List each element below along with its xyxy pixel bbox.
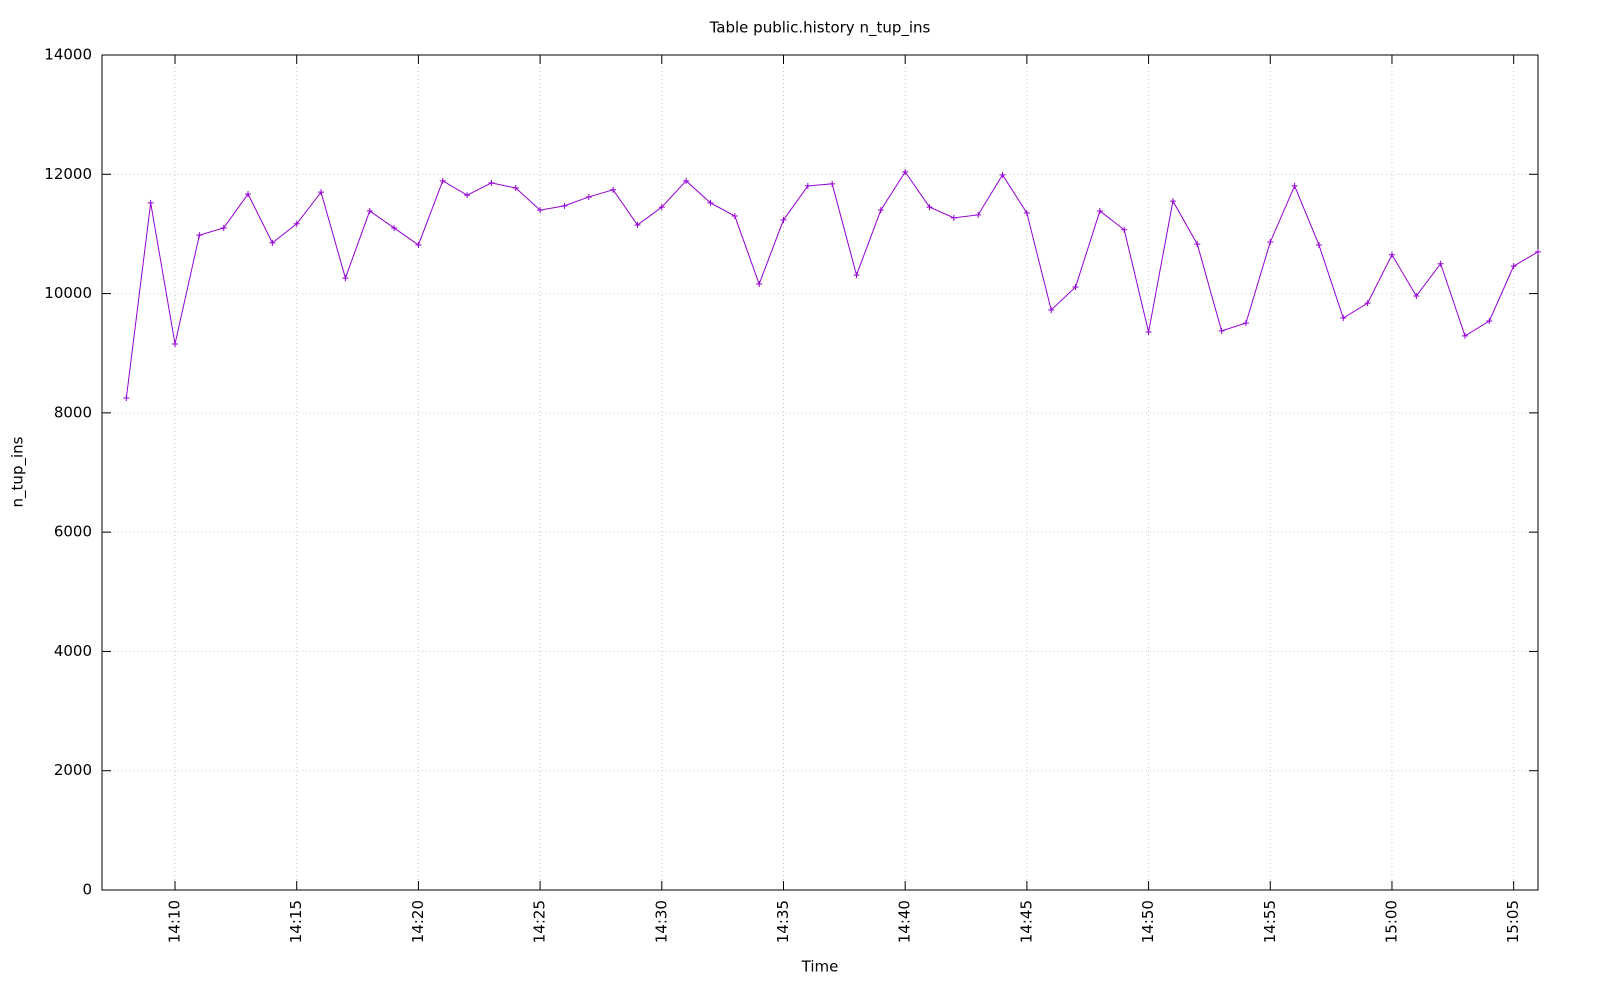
x-axis-label: Time — [801, 958, 839, 976]
point — [1486, 318, 1493, 325]
line — [125, 170, 1539, 399]
x-tick-label: 15:00 — [1382, 900, 1400, 943]
y-tick-label: 6000 — [54, 523, 92, 541]
point — [537, 207, 544, 214]
y-tick-label: 4000 — [54, 642, 92, 660]
point — [1267, 238, 1274, 245]
point — [415, 241, 422, 248]
y-tick-label: 0 — [82, 881, 92, 899]
point — [293, 220, 300, 227]
point — [196, 232, 203, 239]
point — [366, 207, 373, 214]
x-tick-label: 14:30 — [652, 900, 670, 943]
point — [512, 185, 519, 192]
point — [756, 281, 763, 288]
x-tick-label: 14:25 — [531, 900, 549, 943]
point — [1510, 263, 1517, 270]
point — [245, 190, 252, 197]
point — [172, 340, 179, 347]
x-tick-label: 14:10 — [166, 900, 184, 943]
y-tick-label: 8000 — [54, 403, 92, 421]
point — [1194, 241, 1201, 248]
point — [999, 171, 1006, 178]
point — [318, 189, 325, 196]
chart-title: Table public.history n_tup_ins — [709, 19, 931, 38]
x-tick-label: 14:20 — [409, 900, 427, 943]
y-tick-label: 14000 — [44, 46, 92, 64]
point — [123, 394, 130, 401]
point — [1535, 248, 1541, 255]
point — [658, 204, 665, 211]
point — [342, 275, 349, 282]
x-tick-label: 15:05 — [1504, 900, 1522, 943]
point — [1437, 260, 1444, 267]
y-tick-label: 10000 — [44, 284, 92, 302]
point — [877, 207, 884, 214]
point — [1242, 320, 1249, 327]
point — [561, 202, 568, 209]
point — [1096, 207, 1103, 214]
point — [707, 199, 714, 206]
point — [1169, 198, 1176, 205]
point — [1048, 306, 1055, 313]
point — [147, 199, 154, 206]
point — [1145, 329, 1152, 336]
point — [391, 224, 398, 231]
point — [634, 221, 641, 228]
y-axis-label: n_tup_ins — [9, 436, 28, 507]
point — [683, 177, 690, 184]
point — [1072, 284, 1079, 291]
point — [585, 193, 592, 200]
x-tick-label: 14:15 — [287, 900, 305, 943]
x-tick-label: 14:55 — [1261, 900, 1279, 943]
point — [1291, 182, 1298, 189]
point — [975, 211, 982, 218]
point — [1023, 210, 1030, 217]
y-tick-label: 2000 — [54, 761, 92, 779]
point — [804, 182, 811, 189]
x-tick-label: 14:35 — [774, 900, 792, 943]
point — [1218, 327, 1225, 334]
point — [926, 204, 933, 211]
point — [610, 186, 617, 193]
point — [1121, 226, 1128, 233]
point — [853, 272, 860, 279]
point — [1413, 292, 1420, 299]
plot-frame — [101, 54, 1539, 891]
x-tick-label: 14:45 — [1017, 900, 1035, 943]
point — [488, 179, 495, 186]
point — [1388, 251, 1395, 258]
x-tick-label: 14:50 — [1139, 900, 1157, 943]
point — [829, 180, 836, 187]
point — [464, 192, 471, 199]
x-tick-label: 14:40 — [896, 900, 914, 943]
point — [220, 224, 227, 231]
point — [731, 213, 738, 220]
point — [1340, 315, 1347, 322]
point — [269, 239, 276, 246]
y-tick-label: 12000 — [44, 165, 92, 183]
point — [780, 216, 787, 223]
point — [439, 177, 446, 184]
point — [950, 214, 957, 221]
point — [1461, 332, 1468, 339]
point — [902, 168, 909, 175]
point — [1364, 300, 1371, 307]
point — [1315, 241, 1322, 248]
